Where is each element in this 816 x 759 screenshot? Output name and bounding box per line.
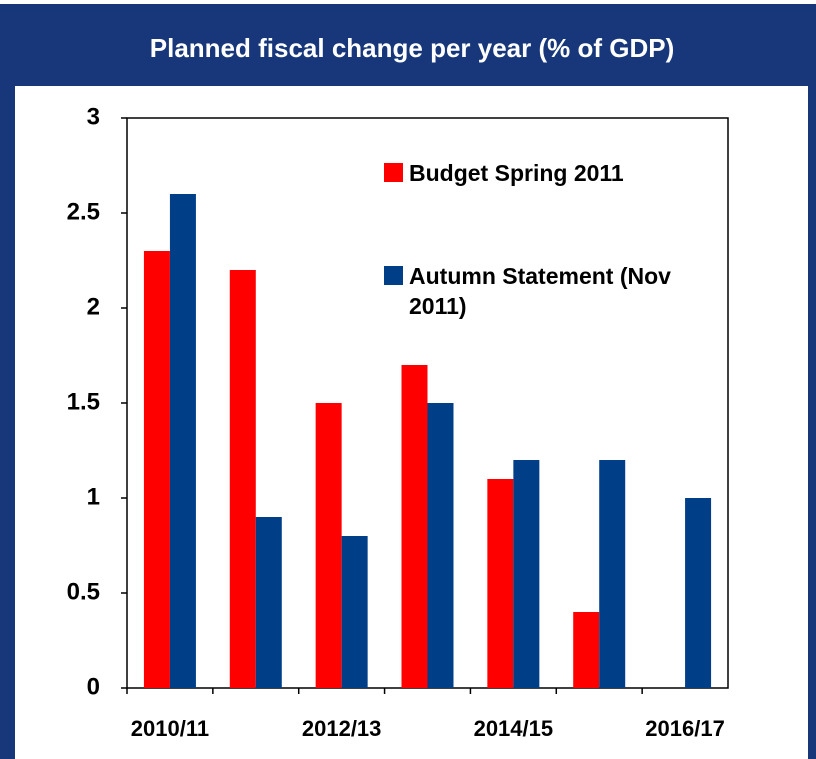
- y-tick-label: 2: [87, 293, 100, 320]
- title-bar: [0, 4, 816, 86]
- bar: [487, 479, 514, 688]
- bar: [315, 403, 342, 688]
- y-tick-label: 2.5: [67, 198, 100, 225]
- legend-swatch: [384, 266, 403, 285]
- frame-right: [808, 4, 816, 759]
- bar: [255, 517, 282, 688]
- legend-label: Autumn Statement (Nov 2011): [409, 263, 671, 319]
- bar: [599, 460, 626, 688]
- bar: [427, 403, 454, 688]
- bar: [685, 498, 712, 688]
- y-tick-label: 0.5: [67, 578, 100, 605]
- x-tick-label: 2016/17: [645, 716, 725, 741]
- bar: [169, 194, 196, 688]
- frame-left: [0, 4, 15, 759]
- bar: [229, 270, 256, 688]
- bar: [401, 365, 428, 688]
- x-tick-label: 2012/13: [302, 716, 382, 741]
- x-tick-label: 2010/11: [131, 716, 209, 741]
- y-tick-label: 1: [87, 483, 100, 510]
- y-tick-label: 0: [87, 673, 100, 700]
- bar: [341, 536, 368, 688]
- chart-title: Planned fiscal change per year (% of GDP…: [150, 33, 674, 63]
- legend-swatch: [384, 163, 403, 182]
- y-tick-label: 1.5: [67, 388, 100, 415]
- bar: [573, 612, 600, 688]
- bar: [143, 251, 170, 688]
- legend-label: Budget Spring 2011: [409, 160, 624, 186]
- x-tick-label: 2014/15: [474, 716, 554, 741]
- bar: [513, 460, 540, 688]
- y-tick-label: 3: [87, 103, 100, 130]
